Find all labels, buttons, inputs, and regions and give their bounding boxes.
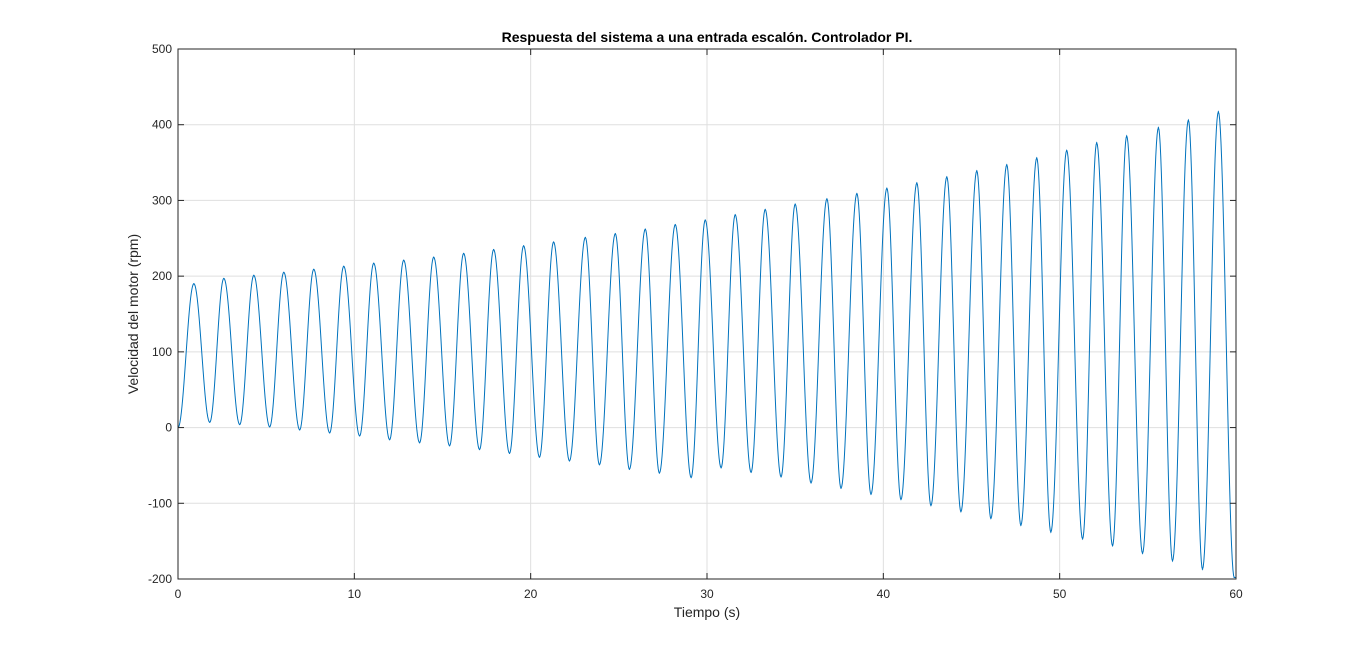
peak-point — [704, 219, 706, 221]
peak-point — [1187, 119, 1189, 121]
peak-point — [734, 214, 736, 216]
peak-point — [523, 245, 525, 247]
trough-point — [299, 429, 301, 431]
peak-point — [946, 176, 948, 178]
trough-point — [568, 460, 571, 462]
trough-point — [658, 472, 660, 474]
trough-point — [538, 456, 541, 458]
peak-point — [1036, 157, 1038, 159]
trough-point — [239, 423, 241, 426]
trough-point — [1201, 568, 1204, 570]
trough-point — [1141, 552, 1144, 554]
peak-point — [1006, 164, 1008, 166]
peak-point — [403, 259, 405, 261]
series-line-0 — [178, 110, 1236, 578]
peak-point — [856, 193, 858, 195]
peak-point — [343, 265, 345, 267]
peak-point — [223, 277, 225, 280]
trough-point — [810, 482, 812, 484]
peak-point — [373, 262, 375, 264]
trough-point — [508, 452, 511, 454]
trough-point — [1111, 545, 1114, 547]
y-tick-label: -100 — [148, 496, 172, 510]
y-tick-label: 200 — [152, 269, 172, 283]
trough-point — [209, 421, 211, 423]
x-axis-title: Tiempo (s) — [674, 604, 740, 620]
trough-point — [478, 448, 481, 451]
trough-point — [1020, 524, 1022, 526]
y-tick-label: 300 — [152, 193, 172, 207]
x-tick-label: 20 — [524, 587, 538, 601]
peak-point — [976, 170, 978, 172]
y-tick-label: 100 — [152, 345, 172, 359]
trough-point — [269, 426, 271, 428]
peak-point — [552, 241, 555, 243]
peak-point — [1096, 142, 1098, 144]
trough-point — [840, 487, 842, 489]
peak-point — [1126, 135, 1128, 137]
peak-point — [283, 271, 285, 273]
peak-point — [826, 198, 828, 200]
peak-point — [886, 187, 888, 189]
peak-point — [433, 256, 435, 258]
peak-point — [644, 228, 646, 230]
trough-point — [389, 439, 391, 441]
y-tick-label: 0 — [165, 421, 172, 435]
trough-point — [628, 468, 631, 470]
peak-point — [193, 283, 195, 285]
series-layer — [178, 110, 1236, 579]
y-tick-label: -200 — [148, 572, 172, 586]
x-tick-label: 40 — [877, 587, 891, 601]
trough-point — [900, 498, 902, 501]
peak-point — [584, 236, 586, 239]
peak-point — [463, 252, 465, 255]
trough-point — [448, 445, 451, 447]
trough-point — [750, 471, 752, 473]
x-tick-label: 0 — [175, 587, 182, 601]
x-tick-label: 30 — [700, 587, 714, 601]
peak-point — [674, 224, 676, 226]
peak-point — [916, 182, 918, 184]
trough-point — [930, 504, 932, 507]
trough-point — [870, 493, 872, 495]
trough-point — [960, 511, 962, 513]
peak-point — [253, 274, 255, 276]
x-tick-label: 10 — [348, 587, 362, 601]
x-tick-label: 50 — [1053, 587, 1067, 601]
trough-point — [690, 476, 692, 479]
trough-point — [1233, 576, 1235, 579]
peak-point — [614, 233, 616, 235]
trough-point — [1171, 560, 1174, 562]
trough-point — [598, 464, 601, 466]
trough-point — [418, 442, 421, 444]
trough-point — [1081, 538, 1084, 540]
ticks: 0 10 20 30 40 50 60 -200 -100 0 100 200 300 400 500 — [148, 42, 1243, 601]
peak-point — [764, 208, 766, 211]
peak-point — [794, 203, 796, 205]
y-tick-label: 400 — [152, 118, 172, 132]
trough-point — [720, 467, 722, 469]
peak-point — [313, 268, 315, 270]
x-tick-label: 60 — [1229, 587, 1243, 601]
trough-point — [990, 517, 992, 520]
trough-point — [359, 435, 361, 437]
chart-title: Respuesta del sistema a una entrada esca… — [502, 29, 913, 45]
trough-point — [1050, 531, 1052, 533]
peak-point — [1217, 111, 1219, 113]
y-tick-label: 500 — [152, 42, 172, 56]
y-axis-title: Velocidad del motor (rpm) — [125, 234, 141, 394]
peak-point — [1066, 149, 1068, 152]
peak-point — [1157, 127, 1160, 129]
grid — [178, 49, 1236, 579]
peak-point — [493, 249, 495, 251]
trough-point — [329, 432, 331, 434]
trough-point — [780, 476, 782, 478]
